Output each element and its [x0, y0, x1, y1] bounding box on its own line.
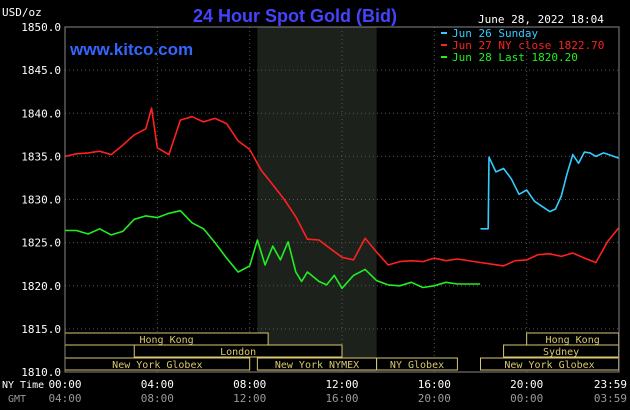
x-tick-label-ny: 12:00 — [325, 378, 358, 391]
session-label: Hong Kong — [546, 335, 600, 346]
price-series — [64, 107, 620, 290]
x-tick-label-ny: 08:00 — [233, 378, 266, 391]
timestamp: June 28, 2022 18:04 — [478, 13, 604, 26]
session-label: New York NYMEX — [275, 360, 359, 371]
x-tick-label-ny: 00:00 — [48, 378, 81, 391]
y-tick-label: 1840.0 — [21, 107, 61, 120]
session-label: London — [220, 347, 256, 358]
y-tick-label: 1830.0 — [21, 194, 61, 207]
session-label: Sydney — [543, 347, 579, 358]
x-tick-label-gmt: 12:00 — [233, 392, 266, 405]
x-axis-ticks: 00:0004:0004:0008:0008:0012:0012:0016:00… — [48, 378, 627, 405]
y-tick-label: 1835.0 — [21, 150, 61, 163]
y-tick-label: 1820.0 — [21, 280, 61, 293]
site-url: www.kitco.com — [69, 40, 193, 59]
series-line — [65, 209, 481, 290]
y-axis-label: USD/oz — [2, 6, 42, 19]
x-tick-label-gmt: 08:00 — [141, 392, 174, 405]
x-tick-label-ny: 20:00 — [510, 378, 543, 391]
x-tick-label-ny: 04:00 — [141, 378, 174, 391]
y-tick-label: 1810.0 — [21, 366, 61, 379]
y-axis-ticks: 1850.0 1845.0 1840.0 1835.0 1830.0 1825.0 1820… — [21, 21, 61, 379]
y-tick-label: 1850.0 — [21, 21, 61, 34]
x-tick-label-gmt: 16:00 — [325, 392, 358, 405]
session-label: New York Globex — [112, 360, 202, 371]
x-tick-label-ny: 16:00 — [418, 378, 451, 391]
session-label: Hong Kong — [139, 335, 193, 346]
plot-frame — [64, 26, 620, 373]
session-label: NY Globex — [390, 360, 444, 371]
legend-entry: Jun 27 NY close 1822.70 — [452, 39, 604, 52]
session-label: New York Globex — [504, 360, 594, 371]
y-tick-label: 1825.0 — [21, 237, 61, 250]
x-row2-label: GMT — [8, 394, 26, 405]
legend-entry: Jun 28 Last 1820.20 — [452, 51, 578, 64]
session-bar — [133, 344, 343, 358]
session-bar — [376, 357, 458, 371]
x-tick-label-gmt: 20:00 — [418, 392, 451, 405]
chart-title: 24 Hour Spot Gold (Bid) — [193, 6, 397, 26]
x-row1-label: NY Time — [2, 380, 44, 391]
series-line — [480, 151, 619, 230]
series-line — [64, 107, 620, 267]
y-tick-label: 1815.0 — [21, 323, 61, 336]
x-tick-label-gmt: 04:00 — [48, 392, 81, 405]
legend-entry: Jun 26 Sunday — [452, 27, 538, 40]
x-tick-label-gmt: 03:59 — [594, 392, 627, 405]
x-tick-label-gmt: 00:00 — [510, 392, 543, 405]
y-tick-label: 1845.0 — [21, 64, 61, 77]
nymex-shaded-period — [257, 27, 377, 372]
x-tick-label-ny: 23:59 — [594, 378, 627, 391]
